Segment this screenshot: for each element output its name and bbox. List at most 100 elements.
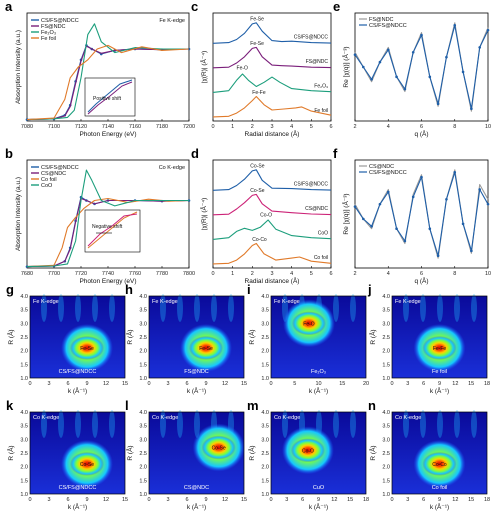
y-tick-label: 4.0 <box>382 410 390 416</box>
y-tick-label: 2.0 <box>139 465 147 471</box>
heatmap-streak <box>471 410 477 438</box>
y-tick-label: 1.5 <box>382 362 390 368</box>
y-tick-label: 2.5 <box>261 335 269 341</box>
y-tick-label: 2.5 <box>261 451 269 457</box>
y-axis-label: R (Å) <box>125 445 134 460</box>
x-tick-label: 9 <box>85 381 88 387</box>
heatmap-peak <box>292 311 326 336</box>
x-tick-label: 1 <box>231 271 234 277</box>
x-tick-label: 12 <box>452 497 458 503</box>
legend-entry: CS/FS@NDCC <box>41 18 79 24</box>
data-point <box>403 87 407 91</box>
y-axis-label: R (Å) <box>6 445 15 460</box>
x-tick-label: 0 <box>147 497 150 503</box>
data-point <box>386 48 390 52</box>
x-tick-label: 12 <box>103 497 109 503</box>
heatmap-streak <box>160 410 166 438</box>
data-point <box>445 197 448 201</box>
sample-label: CS/FS@NDCC <box>59 485 97 491</box>
panel-f: f 2 4 6 8 10 q (Å) Re [χ(q)] (Å⁻³) CS@NDCCS/FS@N… <box>333 146 491 285</box>
x-tick-label: 5 <box>293 381 296 387</box>
x-tick-label: 5 <box>310 124 313 130</box>
y-tick-label: 3.0 <box>261 437 269 443</box>
heatmap-streak <box>228 294 234 322</box>
y-tick-label: 1.0 <box>261 492 269 498</box>
y-tick-label: 2.0 <box>139 349 147 355</box>
inset-label: Positive shift <box>93 96 122 102</box>
panel-k: k Co K-edge Co-Se CS/FS@NDCC 4.0 3.5 3.0 2.5 2.0… <box>6 398 128 511</box>
y-axis-label: R (Å) <box>6 329 15 344</box>
x-tick-label: 12 <box>222 381 228 387</box>
peak-label: Co-O <box>302 448 314 454</box>
data-point <box>428 227 432 231</box>
series-line <box>354 24 489 110</box>
y-tick-label: 2.0 <box>261 349 269 355</box>
peak-label: Co-Co <box>252 237 267 243</box>
x-tick-label: 18 <box>484 497 490 503</box>
sample-label: Fe foil <box>432 369 447 375</box>
x-tick-label: 9 <box>438 497 441 503</box>
legend-entry: Fe foil <box>41 36 56 42</box>
x-tick-label: 7680 <box>21 271 33 277</box>
data-point <box>370 224 373 228</box>
x-tick-label: 3 <box>285 497 288 503</box>
x-tick-label: 7720 <box>75 271 87 277</box>
x-tick-label: 2 <box>251 124 254 130</box>
y-tick-label: 2.5 <box>139 335 147 341</box>
x-axis-label: q (Å) <box>414 276 428 285</box>
y-tick-label: 2.0 <box>20 465 28 471</box>
y-tick-label: 3.0 <box>261 321 269 327</box>
y-tick-label: 1.5 <box>261 362 269 368</box>
data-point <box>436 254 440 258</box>
x-axis-label: k (Å⁻¹) <box>430 386 449 395</box>
data-point <box>25 265 29 268</box>
heatmap-peak <box>189 335 223 360</box>
heatmap-peak <box>201 435 236 460</box>
heatmap-peak <box>70 451 104 476</box>
x-axis-label: k (Å⁻¹) <box>187 386 206 395</box>
x-tick-label: 6 <box>66 497 69 503</box>
heatmap-streak <box>437 294 443 322</box>
x-tick-label: 0 <box>390 497 393 503</box>
legend-entry: CoO <box>41 183 53 189</box>
x-tick-label: 1 <box>231 124 234 130</box>
heatmap-streak <box>454 410 460 438</box>
data-point <box>395 227 398 231</box>
x-tick-label: 12 <box>452 381 458 387</box>
x-tick-label: 15 <box>241 497 247 503</box>
heatmap-streak <box>403 294 409 322</box>
data-point <box>470 107 473 111</box>
x-tick-label: 7180 <box>156 124 168 130</box>
x-tick-label: 15 <box>347 497 353 503</box>
x-tick-label: 0 <box>28 497 31 503</box>
peak-label: Co-Se <box>250 163 264 169</box>
x-tick-label: 4 <box>387 124 390 130</box>
curve-label: Co foil <box>314 255 328 261</box>
y-tick-label: 3.5 <box>382 424 390 430</box>
x-tick-label: 7080 <box>21 124 33 130</box>
data-point <box>486 202 490 206</box>
x-tick-label: 4 <box>290 271 293 277</box>
edge-label: Fe K-edge <box>152 299 178 305</box>
x-tick-label: 6 <box>329 271 332 277</box>
x-axis-label: k (Å⁻¹) <box>68 386 87 395</box>
x-axis-label: Photon Energy (eV) <box>79 278 136 285</box>
data-point <box>386 190 390 194</box>
data-point <box>453 23 457 27</box>
sample-label: Fe₂O₃ <box>311 369 326 375</box>
legend-entry: Fe₂O₃ <box>41 30 56 36</box>
y-tick-label: 4.0 <box>382 294 390 300</box>
x-tick-label: 18 <box>484 381 490 387</box>
x-tick-label: 6 <box>185 381 188 387</box>
y-tick-label: 3.0 <box>20 321 28 327</box>
curve-label: CoO <box>318 230 328 236</box>
panel-letter: m <box>247 398 259 413</box>
peak-label: Fe-Se <box>250 16 264 22</box>
peak-label: Co-Co <box>432 462 447 468</box>
x-tick-label: 8 <box>453 124 456 130</box>
x-tick-label: 2 <box>353 271 356 277</box>
edge-label: Fe K-edge <box>274 299 300 305</box>
y-axis-label: |χ(R)| (Å⁻⁴) <box>199 198 208 231</box>
edge-label: Fe K-edge <box>33 299 59 305</box>
